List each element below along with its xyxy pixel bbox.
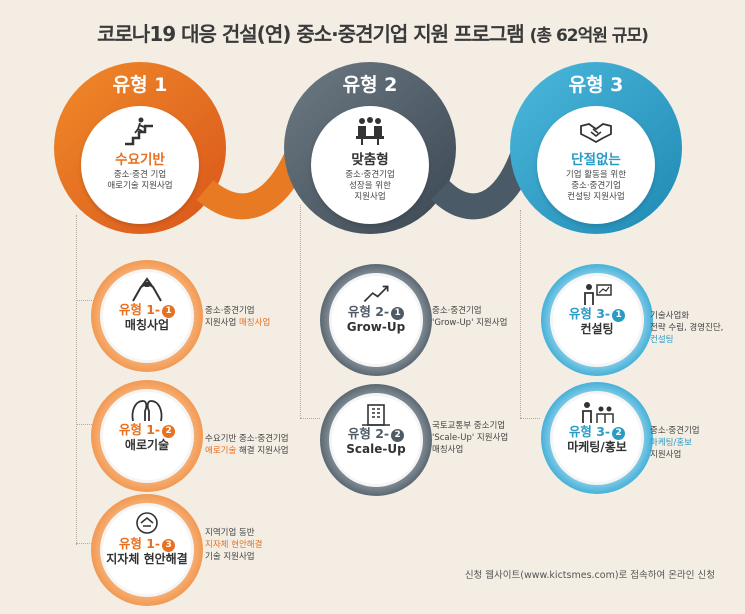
connector-1-1 [76, 300, 96, 301]
consulting-icon [584, 284, 612, 305]
program-1-2-inner: 유형 1- 2 애로기술 [100, 389, 194, 483]
program-1-1: 유형 1- 1 매칭사업 [91, 260, 203, 372]
type3-name: 단절없는 [571, 152, 621, 168]
program-1-2-name: 애로기술 [124, 438, 170, 452]
program-2-1: 유형 2- 1 Grow-Up [320, 264, 432, 376]
program-3-2: 유형 3- 2 마케팅/홍보 [541, 382, 653, 494]
program-1-2-code: 유형 1- 2 [100, 423, 194, 438]
stairs-climb-icon [125, 117, 153, 146]
program-2-1-inner: 유형 2- 1 Grow-Up [329, 273, 423, 367]
arm-wrestle-icon [132, 277, 162, 302]
type2-desc: 중소·중견기업 성장을 위한 지원사업 [345, 170, 395, 202]
building-icon [362, 404, 390, 426]
program-1-1-name: 매칭사업 [124, 318, 170, 332]
program-3-2-inner: 유형 3- 2 마케팅/홍보 [550, 391, 644, 485]
program-2-1-name: Grow-Up [346, 320, 406, 334]
connector-col3 [520, 210, 521, 418]
type3-circle: 단절없는 기업 활동을 위한 중소·중견기업 컨설팅 지원사업 [537, 106, 655, 224]
program-2-2-name: Scale-Up [346, 442, 406, 456]
program-1-2: 유형 1- 2 애로기술 [91, 380, 203, 492]
program-3-2-name: 마케팅/홍보 [567, 440, 627, 454]
program-3-2-code: 유형 3- 2 [550, 425, 644, 440]
type2-label: 유형 2 [342, 74, 398, 96]
program-3-1-inner: 유형 3- 1 컨설팅 [550, 273, 644, 367]
type1-desc: 중소·중견 기업 애로기술 지원사업 [107, 170, 173, 191]
footer-note: 신청 웹사이트(www.kictsmes.com)로 접속하여 온라인 신청 [464, 570, 715, 581]
program-2-2-inner: 유형 2- 2 Scale-Up [329, 393, 423, 487]
program-2-1-code: 유형 2- 1 [329, 305, 423, 320]
type2-name: 맞춤형 [351, 152, 389, 168]
type1-name: 수요기반 [115, 152, 165, 168]
program-2-1-desc: 중소·중견기업 'Grow-Up' 지원사업 [432, 306, 508, 328]
program-3-1-code: 유형 3- 1 [550, 307, 644, 322]
program-2-2: 유형 2- 2 Scale-Up [320, 384, 432, 496]
program-1-1-inner: 유형 1- 1 매칭사업 [100, 269, 194, 363]
title-note: (총 62억원 규모) [529, 26, 649, 46]
program-1-3: 유형 1- 3 지자체 현안해결 [91, 494, 203, 606]
connector-1-2 [76, 424, 96, 425]
program-2-2-desc: 국토교통부 중소기업 'Scale-Up' 지원사업 매칭사업 [432, 421, 509, 455]
type3-label: 유형 3 [568, 74, 624, 96]
program-2-2-code: 유형 2- 2 [329, 427, 423, 442]
program-1-3-inner: 유형 1- 3 지자체 현안해결 [100, 503, 194, 597]
growth-icon [363, 285, 389, 303]
program-1-1-code: 유형 1- 1 [100, 303, 194, 318]
handshake-icon [580, 123, 612, 144]
connector-2-2 [300, 418, 320, 419]
program-3-2-desc: 중소·중견기업 마케팅/홍보 지원사업 [650, 426, 700, 460]
meeting-icon [356, 117, 384, 145]
type2-circle: 맞춤형 중소·중견기업 성장을 위한 지원사업 [311, 106, 429, 224]
type3-desc: 기업 활동을 위한 중소·중견기업 컨설팅 지원사업 [565, 170, 627, 202]
presentation-icon [582, 402, 614, 423]
team-hands-icon [136, 512, 158, 534]
title-main: 코로나19 대응 건설(연) 중소·중견기업 지원 프로그램 [97, 22, 525, 46]
type1-label: 유형 1 [112, 74, 168, 96]
program-3-1: 유형 3- 1 컨설팅 [541, 264, 653, 376]
type1-circle: 수요기반 중소·중견 기업 애로기술 지원사업 [81, 106, 199, 224]
program-3-1-desc: 기술사업화 전략 수립, 경영진단, 컨설팅 [650, 311, 724, 345]
program-3-1-name: 컨설팅 [580, 322, 614, 336]
program-1-1-desc: 중소·중견기업 지원사업 매칭사업 [205, 306, 271, 328]
program-1-3-name: 지자체 현안해결 [106, 552, 188, 566]
heads-icon [131, 400, 163, 422]
connector-col2 [300, 205, 301, 418]
connector-col1 [76, 215, 77, 545]
program-1-3-code: 유형 1- 3 [100, 537, 194, 552]
page-title: 코로나19 대응 건설(연) 중소·중견기업 지원 프로그램 (총 62억원 규… [0, 18, 745, 47]
connector-1-3 [76, 543, 96, 544]
program-1-3-desc: 지역기업 동반 지자체 현안해결 기술 지원사업 [205, 528, 263, 562]
program-1-2-desc: 수요기반 중소·중견기업 애로기술 해결 지원사업 [205, 434, 289, 456]
connector-3-2 [520, 418, 540, 419]
